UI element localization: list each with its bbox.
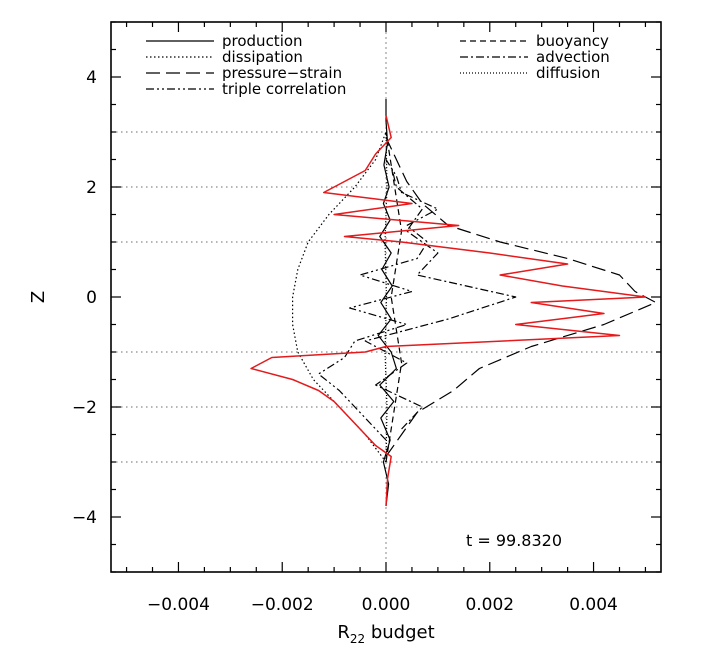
- tick-labels: −0.004 −0.002 0.000 0.002 0.004 −4 −2 0 2 4: [72, 68, 618, 615]
- series-line-buoyancy: [385, 131, 403, 463]
- time-annotation: t = 99.8320: [466, 531, 562, 550]
- legend: productiondissipationpressure−straintrip…: [146, 32, 610, 98]
- series-line-triple-correlation: [317, 159, 439, 441]
- x-axis-title-suffix: budget: [365, 622, 435, 643]
- series-line-diffusion: [384, 131, 388, 463]
- legend-label: triple correlation: [222, 80, 346, 98]
- x-tick-label: 0.002: [465, 595, 514, 615]
- x-axis-title-subscript: 22: [350, 632, 365, 646]
- legend-label: buoyancy: [536, 32, 609, 50]
- x-tick-label: 0.004: [569, 595, 618, 615]
- series-line-dissipation: [292, 131, 387, 463]
- legend-label: production: [222, 32, 303, 50]
- y-axis-title: Z: [28, 291, 49, 303]
- y-tick-label: 2: [86, 178, 97, 198]
- legend-label: dissipation: [222, 48, 303, 66]
- series-line-pressure-strain: [385, 137, 657, 457]
- legend-label: pressure−strain: [222, 64, 342, 82]
- x-tick-label: −0.004: [147, 595, 210, 615]
- x-tick-label: 0.000: [362, 595, 411, 615]
- y-tick-label: 0: [86, 288, 97, 308]
- x-axis-title: R22 budget: [337, 622, 434, 646]
- y-tick-label: −4: [72, 508, 97, 528]
- ticks-layer: [111, 21, 661, 573]
- x-tick-label: −0.002: [251, 595, 314, 615]
- legend-label: diffusion: [536, 64, 600, 82]
- series-layer: [250, 99, 657, 507]
- x-axis-title-base: R: [337, 622, 350, 643]
- y-tick-label: −2: [72, 398, 97, 418]
- series-line-advection: [364, 164, 517, 430]
- y-tick-label: 4: [86, 68, 97, 88]
- series-line-red-7: [250, 115, 647, 507]
- legend-label: advection: [536, 48, 610, 66]
